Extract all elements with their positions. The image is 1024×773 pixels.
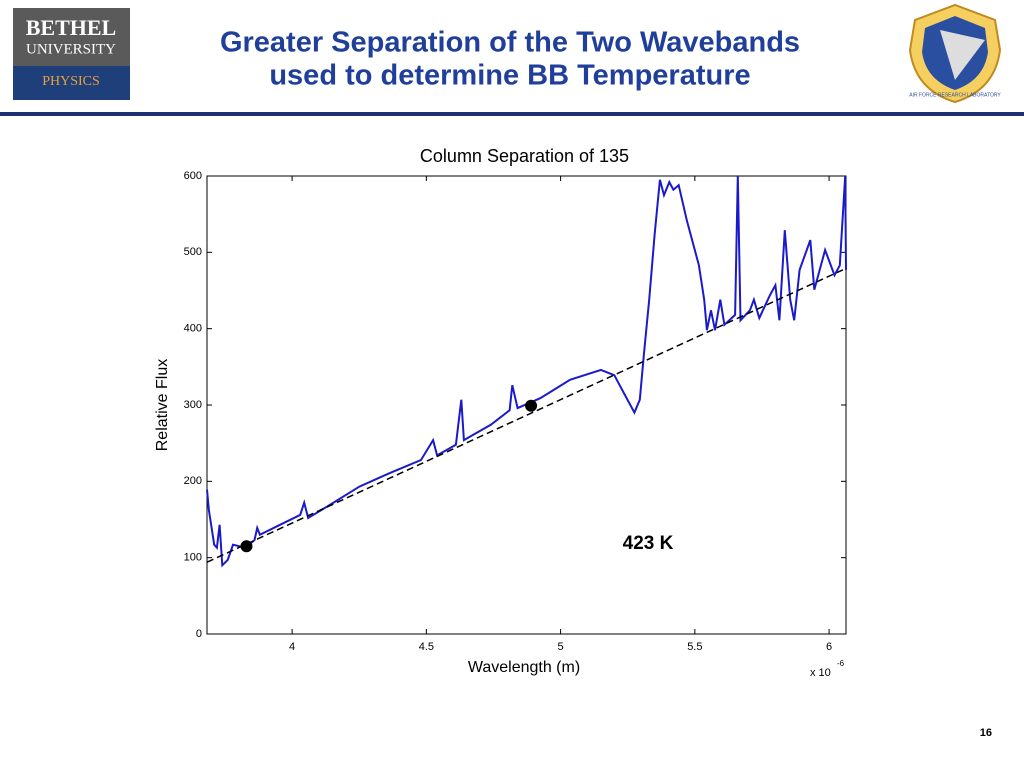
logo-left-line3: PHYSICS (42, 74, 100, 89)
x-multiplier: x 10 (810, 667, 831, 679)
chart-title: Column Separation of 135 (420, 146, 629, 166)
y-tick-label: 100 (184, 552, 202, 564)
x-tick-label: 4 (289, 641, 295, 653)
y-tick-label: 500 (184, 246, 202, 258)
annotation: 423 K (623, 533, 674, 554)
slide-title: used to determine BB Temperature (269, 60, 750, 92)
data-point (240, 540, 253, 553)
spectrum-line (206, 175, 847, 568)
y-tick-label: 200 (184, 475, 202, 487)
logo-right-text: AIR FORCE RESEARCH LABORATORY (909, 92, 1001, 98)
y-tick-label: 400 (184, 323, 202, 335)
x-multiplier-exp: -6 (837, 659, 845, 668)
header-rule (0, 112, 1024, 116)
logo-left-line1: BETHEL (26, 15, 116, 40)
logo-left-band (13, 66, 130, 100)
logo-right-arrow (940, 30, 985, 80)
x-tick-label: 5 (558, 641, 564, 653)
x-tick-label: 6 (826, 641, 832, 653)
y-tick-label: 0 (196, 628, 202, 640)
logo-left-line2: UNIVERSITY (26, 41, 116, 57)
x-tick-label: 4.5 (419, 641, 434, 653)
x-tick-label: 5.5 (687, 641, 702, 653)
y-tick-label: 600 (184, 170, 202, 182)
y-axis-label: Relative Flux (154, 359, 171, 451)
slide-title: Greater Separation of the Two Wavebands (220, 27, 800, 59)
chart: 0 100 200 300 400 500 600 4 4.5 5 5.5 6 Column Separ… (154, 146, 847, 679)
data-point (525, 399, 538, 412)
fit-line (206, 267, 847, 563)
y-tick-label: 300 (184, 399, 202, 411)
x-axis-label: Wavelength (m) (468, 659, 580, 676)
page-number: 16 (980, 727, 992, 739)
